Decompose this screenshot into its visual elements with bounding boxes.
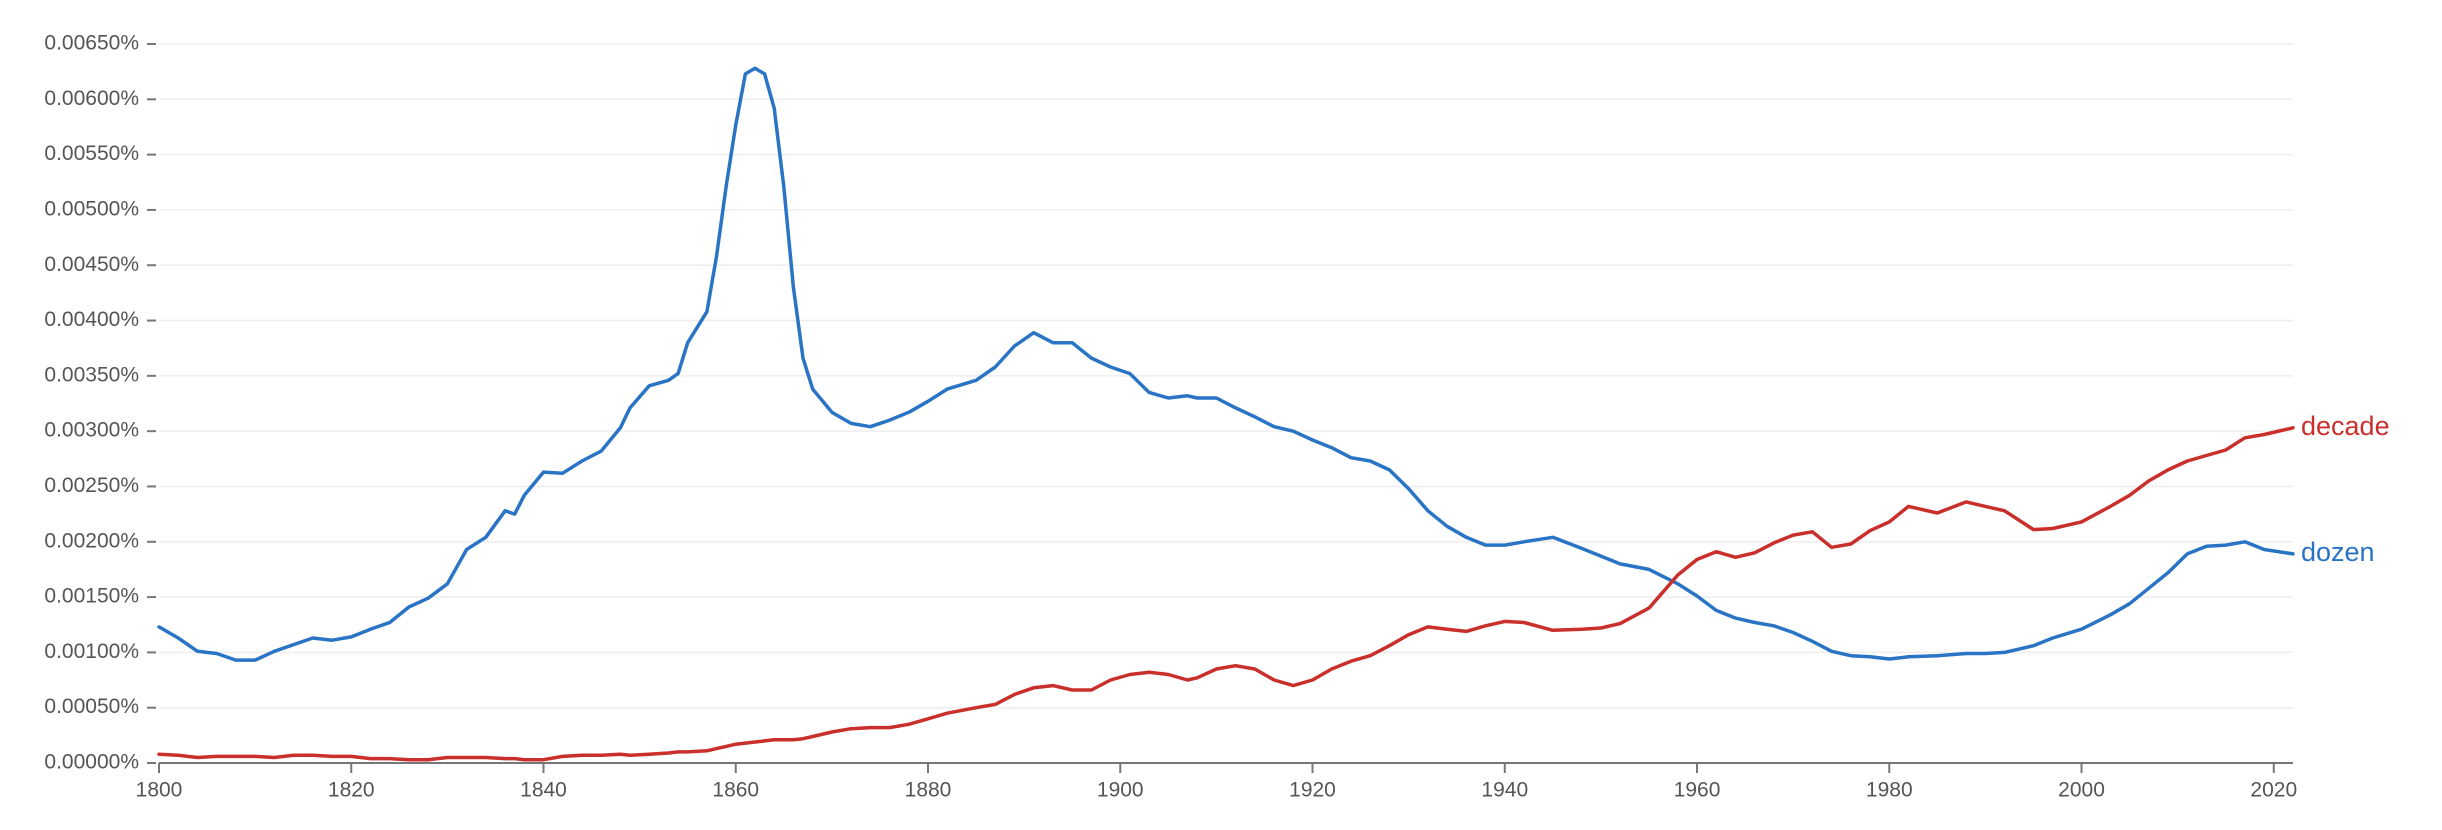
- series-line: [157, 66, 2295, 662]
- x-tick-label: 1900: [1097, 779, 1144, 802]
- y-tick-label: 0.00050%: [44, 695, 139, 718]
- x-tick-label: 1840: [520, 779, 567, 802]
- x-tick-label: 1940: [1481, 779, 1528, 802]
- x-tick-label: 2020: [2250, 779, 2297, 802]
- x-tick-label: 2000: [2058, 779, 2105, 802]
- y-tick-label: 0.00150%: [44, 585, 139, 608]
- y-tick-label: 0.00100%: [44, 640, 139, 663]
- x-tick-label: 1960: [1674, 779, 1721, 802]
- x-tick-label: 1920: [1289, 779, 1336, 802]
- y-tick-label: 0.00200%: [44, 529, 139, 552]
- x-tick-label: 1860: [712, 779, 759, 802]
- x-tick-label: 1800: [136, 779, 183, 802]
- y-tick-label: 0.00600%: [44, 87, 139, 110]
- series-label: dozen: [2301, 537, 2375, 567]
- series-label: decade: [2301, 411, 2390, 441]
- x-tick-label: 1980: [1866, 779, 1913, 802]
- y-tick-label: 0.00300%: [44, 419, 139, 442]
- y-tick-label: 0.00500%: [44, 197, 139, 220]
- x-tick-label: 1820: [328, 779, 375, 802]
- y-tick-label: 0.00350%: [44, 363, 139, 386]
- y-tick-label: 0.00650%: [44, 32, 139, 55]
- series-line: [157, 426, 2295, 762]
- y-tick-label: 0.00450%: [44, 253, 139, 276]
- y-tick-label: 0.00250%: [44, 474, 139, 497]
- y-tick-label: 0.00000%: [44, 751, 139, 774]
- y-tick-label: 0.00400%: [44, 308, 139, 331]
- y-tick-label: 0.00550%: [44, 142, 139, 165]
- x-tick-label: 1880: [905, 779, 952, 802]
